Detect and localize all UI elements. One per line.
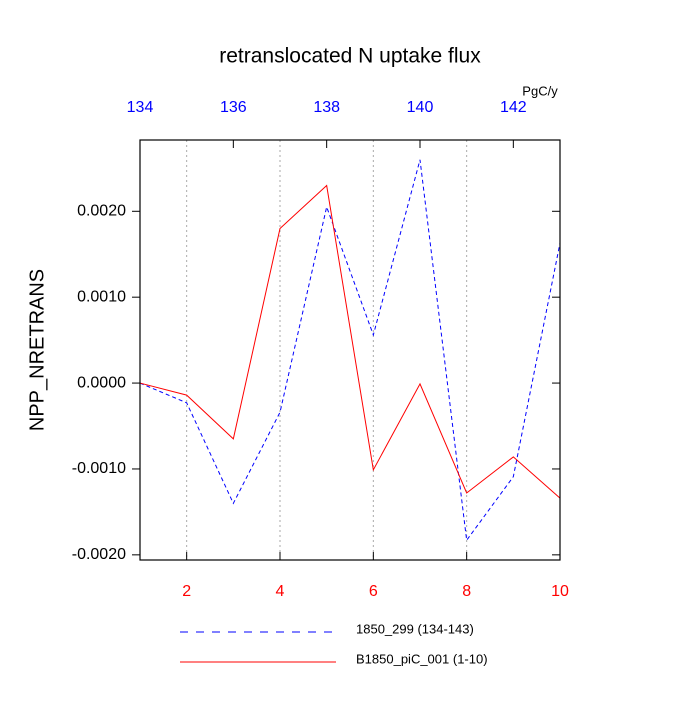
y-tick-label: -0.0010 <box>72 460 126 477</box>
y-tick-label: 0.0010 <box>77 288 126 305</box>
x-tick-label: 10 <box>551 583 569 600</box>
series-line <box>139 159 561 542</box>
x2-tick-label: 140 <box>407 99 434 116</box>
x2-tick-label: 136 <box>220 99 247 116</box>
y-tick-label: -0.0020 <box>72 546 126 563</box>
y-tick-label: 0.0000 <box>77 374 126 391</box>
x-tick-label: 6 <box>369 583 378 600</box>
x-tick-label: 4 <box>276 583 285 600</box>
y-tick-label: 0.0020 <box>77 203 126 220</box>
x2-tick-label: 142 <box>500 99 527 116</box>
plot-frame <box>139 139 561 561</box>
y-axis-label: NPP_NRETRANS <box>26 269 48 431</box>
units-label: PgC/y <box>522 83 558 98</box>
legend-label: 1850_299 (134-143) <box>356 621 474 636</box>
x2-tick-label: 134 <box>127 99 154 116</box>
chart-title: retranslocated N uptake flux <box>219 45 481 68</box>
legend-label: B1850_piC_001 (1-10) <box>356 651 488 666</box>
x-tick-label: 2 <box>182 583 191 600</box>
x2-tick-label: 138 <box>313 99 340 116</box>
series-line <box>139 184 561 499</box>
x-tick-label: 8 <box>462 583 471 600</box>
